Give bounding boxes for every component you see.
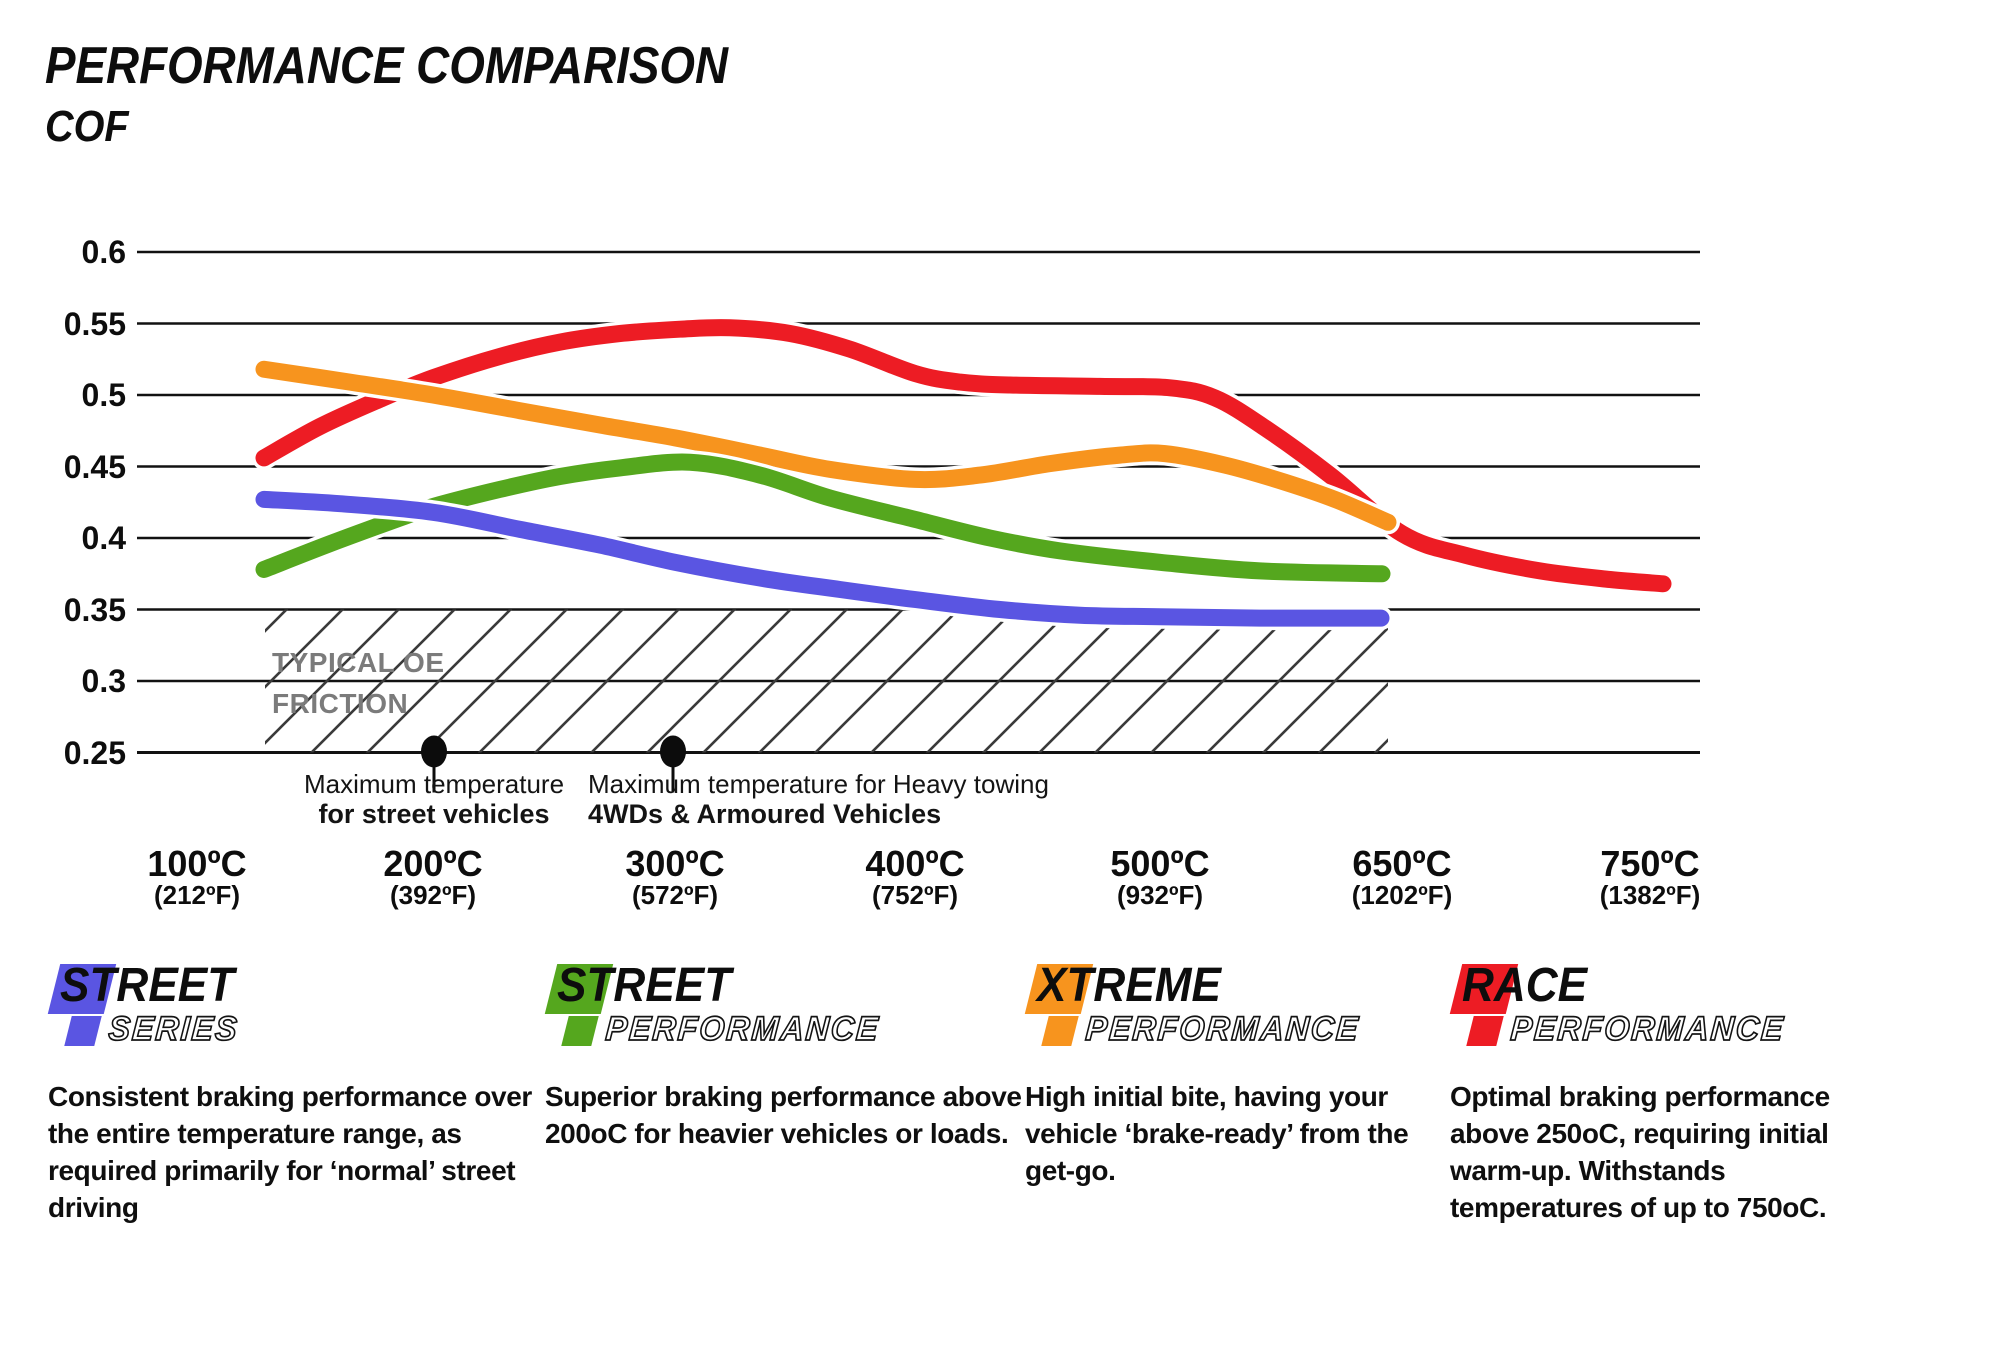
- x-tick-sublabel-(752ºF): (752ºF): [871, 880, 959, 910]
- race-performance-logo-tile2-icon: [1466, 1016, 1504, 1046]
- annotation-street-max-temp-line2: for street vehicles: [318, 799, 550, 829]
- x-tick-sublabel-(1202ºF): (1202ºF): [1351, 880, 1453, 910]
- x-tick-label-200ºC: 200ºC: [383, 843, 483, 884]
- y-tick-label-0.55: 0.55: [63, 305, 126, 342]
- page-title: PERFORMANCE COMPARISON: [45, 37, 729, 95]
- annotation-street-max-temp-line1: Maximum temperature: [303, 769, 565, 799]
- typical-oe-friction-label-line1: TYPICAL OE: [272, 647, 445, 678]
- annotation-towing-max-temp-line1: Maximum temperature for Heavy towing: [588, 769, 1049, 799]
- x-tick-label-400ºC: 400ºC: [865, 843, 965, 884]
- race-performance-description: Optimal braking performance above 250oC,…: [1450, 1081, 1830, 1223]
- y-tick-label-0.45: 0.45: [63, 448, 126, 485]
- x-tick-sublabel-(392ºF): (392ºF): [389, 880, 477, 910]
- annotation-towing-max-temp: Maximum temperature for Heavy towing 4WD…: [588, 770, 1168, 828]
- series-line-xtreme-performance: [255, 360, 1397, 531]
- street-series-logo-tile2-icon: [64, 1016, 102, 1046]
- max-temp-dot-icon-1: [660, 735, 686, 768]
- x-tick-sublabel-(932ºF): (932ºF): [1116, 880, 1204, 910]
- x-tick-label-750ºC: 750ºC: [1600, 843, 1700, 884]
- xtreme-performance-logo: XTREME PERFORMANCE: [1024, 959, 1445, 1070]
- x-tick-label-650ºC: 650ºC: [1352, 843, 1452, 884]
- xtreme-performance-logo-tile2-icon: [1041, 1016, 1079, 1046]
- xtreme-performance-logo-word2: PERFORMANCE: [1084, 1009, 1362, 1049]
- annotation-towing-max-temp-line2: 4WDs & Armoured Vehicles: [588, 799, 942, 829]
- race-performance-logo-word2: PERFORMANCE: [1509, 1009, 1787, 1049]
- xtreme-performance-logo-word1: XTREME: [1037, 959, 1222, 1012]
- street-performance-logo-word2: PERFORMANCE: [604, 1009, 882, 1049]
- y-tick-label-0.4: 0.4: [81, 520, 126, 556]
- annotation-street-max-temp: Maximum temperature for street vehicles: [174, 770, 694, 828]
- xtreme-performance-description: High initial bite, having your vehicle ‘…: [1025, 1081, 1409, 1186]
- y-tick-label-0.6: 0.6: [81, 234, 126, 270]
- x-tick-label-500ºC: 500ºC: [1110, 843, 1210, 884]
- x-tick-label-100ºC: 100ºC: [147, 843, 247, 884]
- y-tick-label-0.35: 0.35: [63, 591, 126, 628]
- legend-xtreme-performance: XTREME PERFORMANCE High initial bite, ha…: [1024, 959, 1445, 1189]
- legend-race-performance: RACE PERFORMANCE Optimal braking perform…: [1449, 959, 1905, 1226]
- x-tick-sublabel-(212ºF): (212ºF): [153, 880, 241, 910]
- x-tick-sublabel-(572ºF): (572ºF): [631, 880, 719, 910]
- y-tick-label-0.25: 0.25: [63, 734, 126, 771]
- legend-street-performance: STREET PERFORMANCE Superior braking perf…: [544, 959, 1050, 1152]
- street-performance-logo-tile2-icon: [561, 1016, 599, 1046]
- y-axis-title: COF: [45, 102, 129, 151]
- street-performance-description: Superior braking performance above 200oC…: [545, 1081, 1022, 1149]
- max-temp-dot-icon-0: [421, 735, 447, 768]
- street-performance-logo: STREET PERFORMANCE: [544, 959, 1050, 1070]
- street-series-description: Consistent braking performance over the …: [48, 1081, 532, 1223]
- series-line-race-performance: [255, 319, 1672, 593]
- typical-oe-friction-label: TYPICAL OE FRICTION: [272, 642, 445, 724]
- x-tick-sublabel-(1382ºF): (1382ºF): [1599, 880, 1701, 910]
- legend-street-series: STREET SERIES Consistent braking perform…: [47, 959, 553, 1226]
- race-performance-logo-word1: RACE: [1462, 959, 1588, 1012]
- y-tick-label-0.5: 0.5: [81, 377, 126, 413]
- typical-oe-friction-label-line2: FRICTION: [272, 688, 409, 719]
- typical-oe-friction-region: [265, 609, 1388, 753]
- street-series-logo-word1: STREET: [60, 959, 235, 1012]
- street-series-logo: STREET SERIES: [47, 959, 553, 1070]
- x-tick-label-300ºC: 300ºC: [625, 843, 725, 884]
- series-line-street-series: [255, 490, 1390, 627]
- race-performance-logo: RACE PERFORMANCE: [1449, 959, 1905, 1070]
- y-tick-label-0.3: 0.3: [81, 663, 126, 699]
- street-series-logo-word2: SERIES: [107, 1009, 241, 1049]
- street-performance-logo-word1: STREET: [557, 959, 732, 1012]
